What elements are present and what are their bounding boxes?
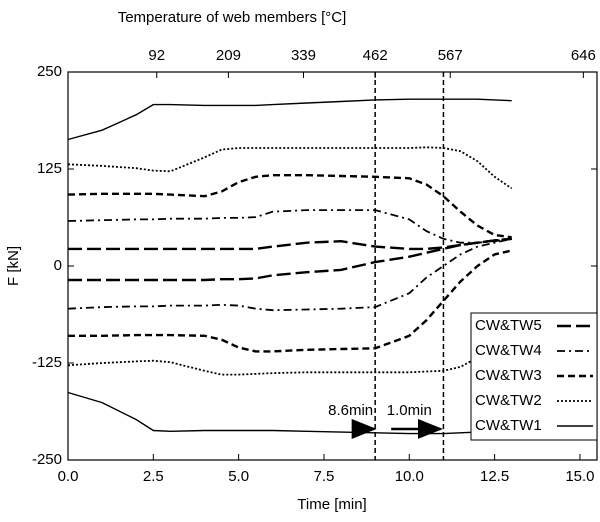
series-line	[67, 174, 512, 239]
annotation: 1.0min	[387, 402, 432, 419]
x-tick-label: 0.0	[58, 468, 79, 485]
legend-label: CW&TW5	[475, 317, 542, 334]
series-line	[67, 342, 512, 376]
series-line	[67, 146, 513, 190]
y-tick-label: 0	[54, 257, 62, 274]
series-line	[68, 237, 512, 282]
series-line	[67, 98, 512, 141]
top-tick-label: 567	[438, 47, 463, 64]
top-tick-label: 209	[216, 47, 241, 64]
legend-label: CW&TW1	[475, 417, 542, 434]
y-tick-label: -125	[32, 354, 62, 371]
series-line	[67, 391, 512, 435]
legend-box	[470, 312, 598, 441]
x-tick-label: 5.0	[228, 468, 249, 485]
x-tick-label: 10.0	[395, 468, 424, 485]
annotation: 8.6min	[328, 402, 373, 419]
x-axis-label: Time [min]	[297, 496, 366, 513]
legend-label: CW&TW2	[475, 392, 542, 409]
x-tick-label: 15.0	[565, 468, 594, 485]
top-tick-label: 462	[363, 47, 388, 64]
legend-label: CW&TW3	[475, 367, 542, 384]
y-tick-label: -250	[32, 451, 62, 468]
series-line	[67, 209, 512, 244]
y-tick-label: 250	[37, 63, 62, 80]
legend-label: CW&TW4	[475, 342, 542, 359]
top-tick-label: 339	[291, 47, 316, 64]
x-tick-label: 2.5	[143, 468, 164, 485]
top-axis-title: Temperature of web members [°C]	[118, 9, 347, 26]
y-tick-label: 125	[37, 160, 62, 177]
x-tick-label: 7.5	[314, 468, 335, 485]
y-axis-label: F [kN]	[5, 246, 22, 286]
top-tick-label: 646	[571, 47, 596, 64]
x-tick-label: 12.5	[480, 468, 509, 485]
top-tick-label: 92	[148, 47, 165, 64]
series-line	[68, 249, 512, 353]
series-line	[67, 237, 512, 312]
